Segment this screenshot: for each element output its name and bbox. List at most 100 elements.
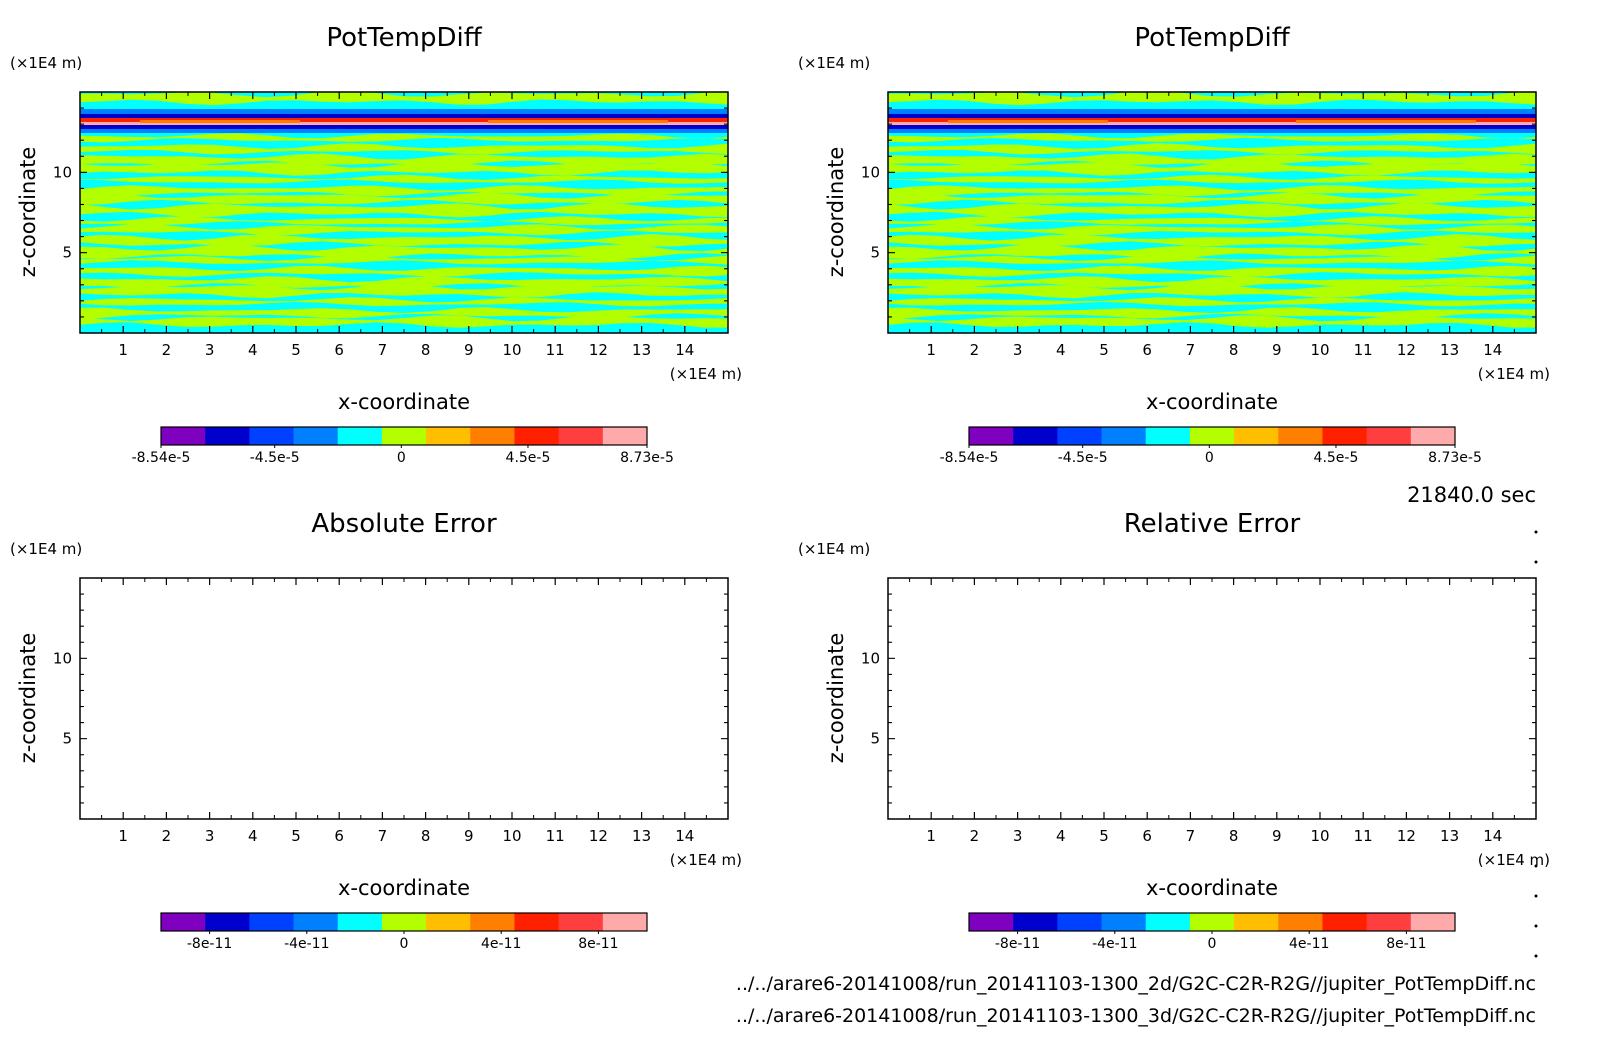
contour-band-positive xyxy=(80,244,728,260)
contour-band-positive xyxy=(888,265,1536,277)
jet-core-left xyxy=(140,120,300,123)
colorbar-segment xyxy=(205,427,250,445)
contour-band-positive xyxy=(888,283,1536,299)
colorbar-segment xyxy=(1189,913,1235,931)
time-label: 21840.0 sec xyxy=(1407,483,1536,507)
x-tick-label: 14 xyxy=(1483,827,1502,845)
contour-band-positive xyxy=(80,192,728,205)
panel-title: PotTempDiff xyxy=(1134,23,1290,53)
x-tick-label: 11 xyxy=(546,341,565,359)
colorbar-segment xyxy=(514,427,560,445)
colorbar-tick-label: -8.54e-5 xyxy=(940,450,999,466)
panel-relative-error: Relative Error (×1E4 m) 1 2 3 4 5 6 7 8 9 10 11 12 1… xyxy=(798,509,1550,952)
colorbar-tick-label: 4e-11 xyxy=(1289,936,1329,952)
colorbar-segment xyxy=(1278,427,1323,445)
x-tick-label: 3 xyxy=(1013,341,1023,359)
panel-title: PotTempDiff xyxy=(326,23,482,53)
x-tick-label: 1 xyxy=(926,341,936,359)
colorbar-segment xyxy=(1145,913,1191,931)
x-tick-label: 3 xyxy=(205,827,215,845)
contour-band-positive xyxy=(888,297,1536,307)
x-tick-label: 1 xyxy=(118,827,128,845)
x-unit-label: (×1E4 m) xyxy=(1478,851,1550,869)
colorbar-segment xyxy=(293,427,339,445)
colorbar-segment xyxy=(1366,427,1412,445)
file-path-3d: ../../arare6-20141008/run_20141103-1300_… xyxy=(736,1005,1536,1027)
contour-band-positive xyxy=(888,276,1536,289)
x-tick-label: 14 xyxy=(1483,341,1502,359)
x-tick-label: 7 xyxy=(378,827,388,845)
colorbar-segment xyxy=(1322,913,1368,931)
y-tick-label: 10 xyxy=(53,163,72,181)
colorbar-tick-label: -8e-11 xyxy=(995,936,1040,952)
x-tick-label: 12 xyxy=(589,827,608,845)
y-tick-label: 10 xyxy=(53,649,72,667)
jet-band-positive xyxy=(80,118,728,122)
jet-band-strong-positive xyxy=(888,122,1536,125)
heatmap-field xyxy=(888,92,1536,333)
x-tick-label: 13 xyxy=(632,827,651,845)
panel-pottempdiff-left: PotTempDiff (×1E4 m) 1 2 3 4 5 6 7 8 9 10 11 12 13 14… xyxy=(10,23,742,466)
x-tick-label: 9 xyxy=(464,341,474,359)
y-unit-label: (×1E4 m) xyxy=(10,540,82,558)
x-tick-label: 1 xyxy=(118,341,128,359)
x-axis-label: x-coordinate xyxy=(1146,390,1278,414)
contour-band-positive xyxy=(888,143,1536,155)
jet-band-strong-negative xyxy=(80,114,728,118)
y-axis-label: z-coordinate xyxy=(16,633,40,764)
x-tick-label: 10 xyxy=(1310,827,1329,845)
y-unit-label: (×1E4 m) xyxy=(798,540,870,558)
x-tick-label: 9 xyxy=(1272,341,1282,359)
x-tick-label: 2 xyxy=(970,827,980,845)
colorbar-tick-label: 0 xyxy=(397,450,406,466)
y-tick-label: 5 xyxy=(62,730,72,748)
colorbar-tick-label: 8.73e-5 xyxy=(1428,450,1482,466)
x-tick-label: 3 xyxy=(1013,827,1023,845)
colorbar-segment xyxy=(558,427,604,445)
contour-band-positive xyxy=(80,265,728,277)
x-tick-label: 5 xyxy=(291,827,301,845)
y-axis-label: z-coordinate xyxy=(824,633,848,764)
colorbar-segment xyxy=(470,913,515,931)
panel-pottempdiff-right: PotTempDiff (×1E4 m) 1 2 3 4 5 6 7 8 9 10 11 12 13 14… xyxy=(798,23,1550,466)
y-unit-label: (×1E4 m) xyxy=(10,54,82,72)
contour-band-positive xyxy=(888,255,1536,265)
colorbar-segment xyxy=(1278,913,1323,931)
x-axis-label: x-coordinate xyxy=(1146,876,1278,900)
contour-band-positive xyxy=(80,297,728,307)
x-tick-label: 7 xyxy=(378,341,388,359)
colorbar-segment xyxy=(470,427,515,445)
jet-band-negative xyxy=(888,109,1536,114)
x-tick-label: 2 xyxy=(970,341,980,359)
contour-band-positive xyxy=(888,174,1536,184)
contour-band-positive xyxy=(888,244,1536,260)
contour-band-positive xyxy=(888,92,1536,106)
contour-band-positive xyxy=(80,203,728,218)
contour-band-positive xyxy=(80,92,728,106)
colorbar-segment xyxy=(1101,427,1147,445)
colorbar-segment xyxy=(1057,427,1103,445)
y-unit-label: (×1E4 m) xyxy=(798,54,870,72)
contour-band-positive xyxy=(80,283,728,299)
colorbar-segment xyxy=(514,913,560,931)
x-tick-label: 11 xyxy=(1354,827,1373,845)
contour-band-positive xyxy=(888,133,1536,143)
colorbar: -8.54e-5 -4.5e-5 0 4.5e-5 8.73e-5 xyxy=(132,426,674,466)
colorbar-tick-label: 0 xyxy=(400,936,409,952)
x-tick-label: 8 xyxy=(421,341,431,359)
contour-band-positive xyxy=(888,216,1536,226)
x-tick-label: 13 xyxy=(1440,341,1459,359)
x-tick-label: 4 xyxy=(1056,827,1066,845)
contour-band-positive xyxy=(80,185,728,197)
colorbar-segment xyxy=(381,913,427,931)
colorbar-tick-label: -4e-11 xyxy=(1092,936,1137,952)
x-tick-label: 6 xyxy=(334,341,344,359)
jet-band-strong-positive xyxy=(80,122,728,125)
colorbar-segment xyxy=(1234,913,1279,931)
contour-band-positive xyxy=(80,276,728,289)
colorbar-segment xyxy=(1145,427,1191,445)
x-tick-label: 12 xyxy=(1397,341,1416,359)
x-axis-label: x-coordinate xyxy=(338,876,470,900)
y-tick-label: 5 xyxy=(62,244,72,262)
